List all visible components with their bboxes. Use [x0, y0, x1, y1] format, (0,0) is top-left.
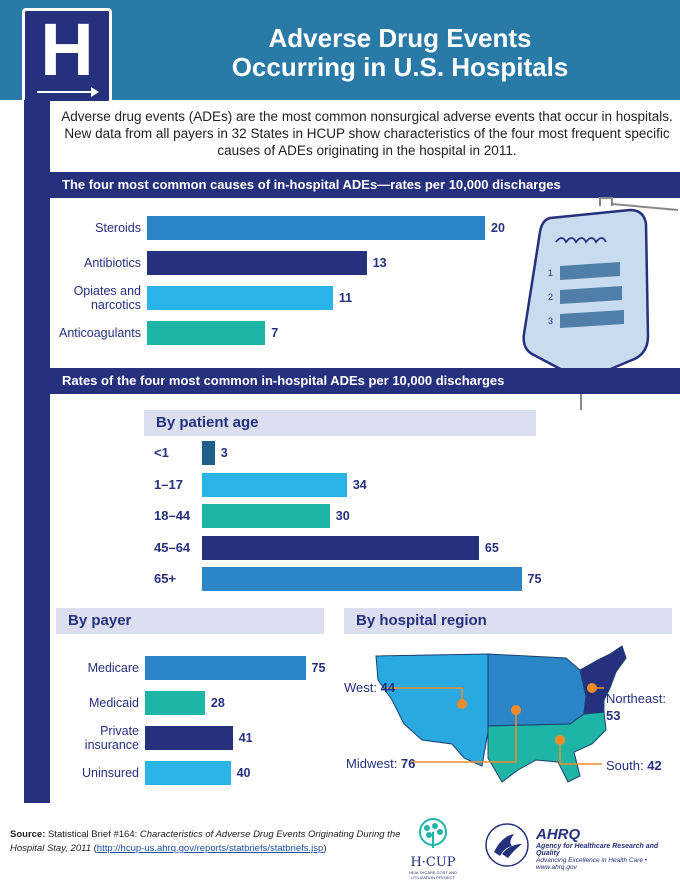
iv-bag-squiggle [555, 237, 607, 244]
age-subtitle: By patient age [144, 410, 536, 436]
region-shape-west [375, 653, 489, 767]
arrow-right-icon [37, 87, 99, 97]
age-chart-value-2: 30 [335, 509, 350, 523]
hcup-name: H·CUP [410, 855, 456, 870]
ahrq-name: AHRQ [536, 826, 581, 843]
title-line-1: Adverse Drug Events [268, 23, 532, 53]
payer-chart-label-3: Uninsured [82, 766, 139, 780]
payer-chart-bar-1 [145, 691, 205, 715]
ahrq-logo: AHRQ Agency for Healthcare Research and … [536, 826, 676, 871]
age-chart-value-0: 3 [220, 446, 228, 460]
map-label-west: West: 44 [344, 680, 396, 695]
iv-bag-illustration: 1 2 3 [522, 197, 679, 410]
page-title: Adverse Drug Events Occurring in U.S. Ho… [140, 24, 660, 82]
age-chart-bar-4 [202, 567, 522, 591]
west-callout-line [386, 687, 463, 702]
payer-chart-label-1: Medicaid [88, 696, 139, 710]
hhs-eagle-seal-icon [485, 823, 529, 867]
source-link[interactable]: http://hcup-us.ahrq.gov/reports/statbrie… [96, 843, 324, 854]
ahrq-tagline: Advancing Excellence in Health Care • ww… [536, 857, 648, 871]
hospital-h-letter: H [40, 8, 94, 91]
source-citation: Source: Statistical Brief #164: Characte… [10, 829, 401, 854]
age-chart-bar-1 [202, 472, 347, 497]
us-region-map [375, 645, 627, 783]
causes-chart-label-0: Steroids [95, 221, 141, 235]
payer-chart-value-2: 41 [238, 731, 253, 745]
iv-stripe-3 [560, 310, 624, 328]
causes-chart-label-1: Antibiotics [84, 256, 141, 270]
tree-icon [419, 818, 447, 848]
midwest-callout-line [410, 710, 517, 763]
age-chart-value-3: 65 [484, 540, 499, 555]
iv-hanger-line [611, 203, 679, 211]
causes-chart-label-3: Anticoagulants [58, 326, 141, 340]
age-chart-label-3: 45–64 [154, 539, 191, 555]
region-subtitle: By hospital region [344, 608, 672, 634]
iv-hook [599, 197, 613, 206]
causes-chart-bar-0 [147, 216, 485, 240]
header-banner [0, 0, 680, 100]
payer-chart-label-0: Medicare [87, 661, 139, 675]
south-callout-line [559, 740, 602, 765]
payer-chart-bar-0 [145, 656, 306, 680]
age-chart-label-1: 1–17 [154, 476, 183, 492]
payer-chart-value-1: 28 [210, 696, 225, 710]
causes-chart-bar-1 [147, 251, 367, 275]
causes-section-title: The four most common causes of in-hospit… [24, 172, 680, 198]
causes-chart-value-3: 7 [271, 326, 279, 340]
west-callout-dot [457, 699, 467, 709]
map-label-northeast: Northeast: 53 [606, 691, 666, 723]
payer-chart-label-2: Private insurance [84, 724, 139, 752]
age-chart-label-2: 18–44 [154, 508, 191, 523]
payer-chart-bar-2 [145, 726, 233, 750]
payer-chart-value-0: 75 [311, 661, 326, 675]
payer-chart-bar-3 [145, 761, 231, 785]
iv-mark-1: 1 [548, 268, 553, 278]
causes-chart-label-2: Opiates and narcotics [73, 284, 141, 312]
map-label-midwest: Midwest: 76 [346, 756, 416, 771]
iv-stripe-1 [560, 262, 620, 280]
midwest-callout-dot [511, 705, 521, 715]
hcup-subtitle: HEALTHCARE COST AND UTILIZATION PROJECT [408, 870, 458, 880]
rates-section-title: Rates of the four most common in-hospita… [24, 368, 680, 394]
region-shape-midwest [487, 653, 587, 727]
causes-chart-value-0: 20 [491, 221, 505, 235]
age-chart-label-0: <1 [154, 445, 169, 460]
payer-chart-value-3: 40 [236, 766, 251, 780]
hospital-sign-logo: H [22, 8, 112, 104]
iv-mark-2: 2 [548, 292, 553, 302]
age-chart-label-4: 65+ [154, 571, 177, 586]
causes-chart-value-2: 11 [338, 291, 353, 305]
age-chart-bar-2 [202, 504, 330, 528]
intro-text: Adverse drug events (ADEs) are the most … [61, 109, 673, 158]
age-chart-value-4: 75 [527, 572, 542, 586]
causes-chart-value-1: 13 [372, 256, 387, 270]
age-chart-bar-0 [202, 441, 215, 465]
payer-subtitle: By payer [56, 608, 324, 634]
age-chart-bar-3 [202, 535, 479, 560]
south-callout-dot [555, 735, 565, 745]
causes-chart-bar-3 [147, 321, 266, 345]
causes-chart-bar-2 [147, 286, 333, 310]
iv-stripe-2 [560, 286, 622, 304]
iv-mark-3: 3 [548, 316, 553, 326]
ahrq-agency-line: Agency for Healthcare Research and Quali… [536, 843, 659, 857]
region-shape-northeast [579, 645, 627, 715]
age-chart-value-1: 34 [352, 477, 367, 492]
left-accent-bar [24, 100, 50, 803]
title-line-2: Occurring in U.S. Hospitals [231, 52, 569, 82]
map-label-south: South: 42 [606, 758, 662, 773]
